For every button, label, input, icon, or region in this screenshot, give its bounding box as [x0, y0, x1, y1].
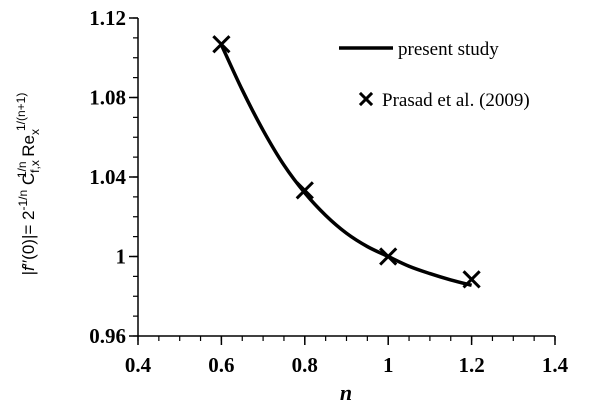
legend: present study Prasad et al. (2009)	[339, 39, 530, 111]
y-tick-label: 0.96	[89, 324, 126, 348]
x-ticks: 0.4 0.6 0.8 1 1.2 1.4	[125, 336, 569, 377]
legend-marker-prasad	[358, 91, 374, 107]
y-tick-label: 1.08	[89, 86, 126, 110]
y-axis-label: |f′′(0)|= 2-1/n Cf,x1/n Rex1/(n+1)	[14, 93, 42, 276]
data-point-prasad	[212, 35, 231, 54]
legend-label-present-study: present study	[398, 39, 499, 60]
legend-label-prasad: Prasad et al. (2009)	[382, 90, 530, 111]
series-layer	[212, 35, 481, 289]
y-tick-label: 1.12	[89, 6, 126, 30]
x-tick-label: 0.6	[208, 353, 234, 377]
axes	[137, 18, 555, 337]
data-point-prasad	[295, 181, 314, 200]
y-tick-label: 1	[116, 245, 127, 269]
x-axis-label: n	[340, 380, 352, 405]
x-tick-label: 1.4	[542, 353, 569, 377]
data-point-prasad	[379, 247, 398, 266]
x-tick-label: 1	[383, 353, 394, 377]
series-line-present-study	[219, 44, 473, 288]
data-point-prasad	[462, 270, 481, 289]
x-tick-label: 1.2	[458, 353, 484, 377]
y-ticks: 0.96 1 1.04 1.08 1.12	[89, 6, 138, 348]
x-tick-label: 0.4	[125, 353, 152, 377]
data-point-stroke	[295, 181, 314, 200]
x-tick-label: 0.8	[292, 353, 318, 377]
data-point-stroke	[379, 247, 398, 266]
data-point-stroke	[212, 35, 231, 54]
data-point-stroke	[462, 270, 481, 289]
y-tick-label: 1.04	[89, 165, 126, 189]
